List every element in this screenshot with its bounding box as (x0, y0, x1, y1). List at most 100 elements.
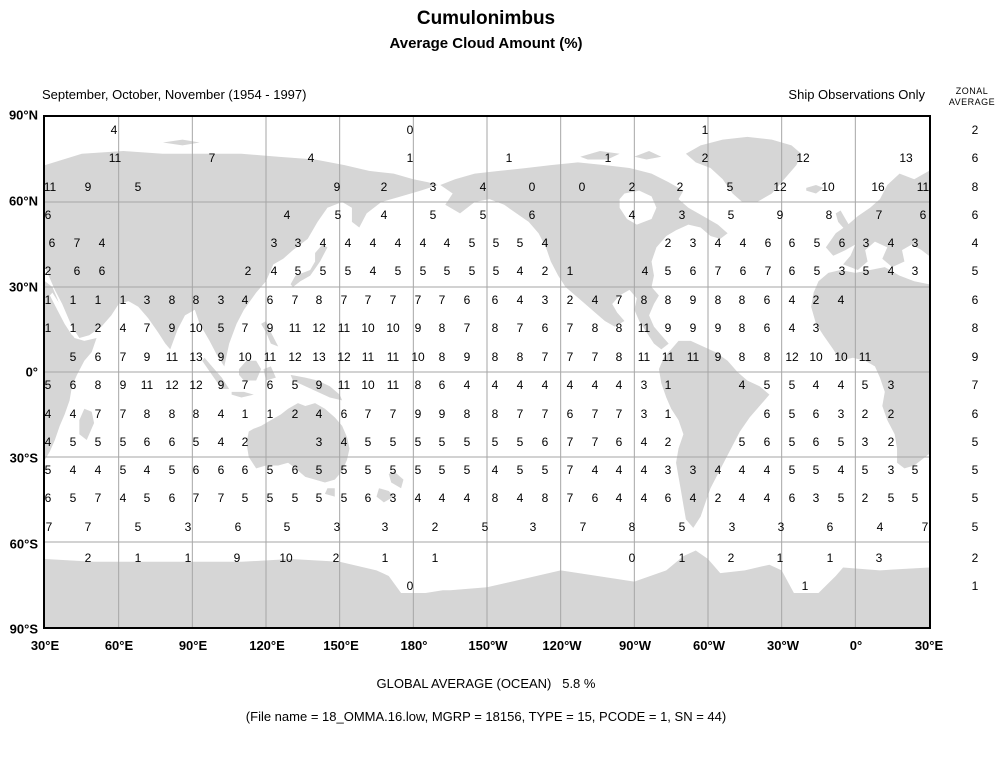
grid-value: 11 (361, 350, 375, 364)
longitude-tick-label: 90°W (619, 638, 651, 653)
grid-value: 2 (812, 293, 820, 307)
grid-value: 12 (773, 180, 787, 194)
grid-value: 8 (491, 321, 499, 335)
grid-value: 0 (528, 180, 536, 194)
grid-value: 6 (168, 491, 176, 505)
grid-value: 10 (238, 350, 252, 364)
grid-value: 4 (516, 491, 524, 505)
grid-value: 6 (491, 293, 499, 307)
grid-value: 3 (887, 463, 895, 477)
grid-value: 8 (541, 491, 549, 505)
grid-value: 9 (217, 350, 225, 364)
land-tasmania (324, 488, 335, 497)
land-australia (246, 403, 350, 483)
grid-value: 2 (727, 551, 735, 565)
zonal-average-value: 2 (971, 123, 979, 137)
grid-value: 5 (266, 463, 274, 477)
grid-value: 5 (516, 463, 524, 477)
grid-value: 11 (263, 350, 277, 364)
grid-value: 5 (283, 520, 291, 534)
latitude-tick-label: 30°N (8, 279, 38, 295)
grid-value: 2 (887, 435, 895, 449)
grid-value: 4 (738, 378, 746, 392)
grid-value: 3 (678, 208, 686, 222)
zonal-average-value: 8 (971, 180, 979, 194)
longitude-tick-label: 90°E (178, 638, 208, 653)
grid-value: 1 (94, 293, 102, 307)
grid-value: 7 (414, 293, 422, 307)
grid-value: 7 (516, 407, 524, 421)
chart-title: Cumulonimbus (416, 8, 556, 29)
grid-value: 11 (686, 350, 700, 364)
grid-value: 4 (380, 208, 388, 222)
grid-value: 5 (861, 378, 869, 392)
grid-value: 4 (615, 463, 623, 477)
grid-value: 4 (591, 463, 599, 477)
grid-value: 9 (84, 180, 92, 194)
grid-value: 4 (438, 491, 446, 505)
grid-value: 7 (615, 293, 623, 307)
grid-value: 6 (541, 435, 549, 449)
grid-value: 5 (438, 463, 446, 477)
grid-value: 13 (189, 350, 203, 364)
grid-value: 7 (389, 407, 397, 421)
grid-value: 5 (788, 463, 796, 477)
zonal-average-value: 6 (971, 151, 979, 165)
grid-value: 11 (916, 180, 930, 194)
grid-value: 4 (98, 236, 106, 250)
grid-value: 4 (319, 236, 327, 250)
grid-value: 9 (168, 321, 176, 335)
grid-value: 3 (689, 236, 697, 250)
grid-value: 4 (516, 293, 524, 307)
grid-value: 10 (279, 551, 293, 565)
longitude-tick-label: 30°W (767, 638, 799, 653)
longitude-tick-label: 60°W (693, 638, 725, 653)
grid-value: 4 (763, 491, 771, 505)
zonal-average-value: 5 (971, 435, 979, 449)
grid-value: 7 (84, 520, 92, 534)
grid-value: 7 (615, 407, 623, 421)
grid-value: 4 (315, 407, 323, 421)
grid-value: 4 (615, 491, 623, 505)
grid-value: 7 (566, 435, 574, 449)
grid-value: 9 (689, 293, 697, 307)
zonal-average-value: 5 (971, 264, 979, 278)
grid-value: 4 (283, 208, 291, 222)
grid-value: 4 (119, 321, 127, 335)
grid-value: 8 (463, 407, 471, 421)
grid-value: 8 (491, 350, 499, 364)
grid-value: 7 (94, 491, 102, 505)
grid-value: 3 (640, 407, 648, 421)
grid-value: 3 (728, 520, 736, 534)
grid-value: 5 (438, 435, 446, 449)
grid-value: 8 (664, 293, 672, 307)
zonal-average-value: 6 (971, 293, 979, 307)
grid-value: 2 (541, 264, 549, 278)
grid-value: 8 (591, 321, 599, 335)
grid-value: 8 (192, 293, 200, 307)
grid-value: 5 (788, 378, 796, 392)
land-japan (290, 244, 328, 287)
grid-value: 5 (69, 435, 77, 449)
grid-value: 6 (438, 378, 446, 392)
land-africa_right (811, 267, 929, 469)
grid-value: 6 (528, 208, 536, 222)
grid-value: 3 (381, 520, 389, 534)
grid-value: 5 (727, 208, 735, 222)
grid-value: 4 (788, 293, 796, 307)
grid-value: 4 (119, 491, 127, 505)
land-europe (825, 170, 929, 270)
grid-value: 4 (419, 236, 427, 250)
grid-value: 5 (334, 208, 342, 222)
zonal-average-value: 4 (971, 236, 979, 250)
grid-value: 4 (812, 378, 820, 392)
grid-value: 1 (701, 123, 709, 137)
grid-value: 4 (217, 407, 225, 421)
grid-value: 2 (244, 264, 252, 278)
grid-value: 6 (291, 463, 299, 477)
longitude-tick-label: 60°E (104, 638, 134, 653)
grid-value: 11 (386, 350, 400, 364)
grid-value: 10 (809, 350, 823, 364)
grid-value: 5 (911, 491, 919, 505)
grid-value: 4 (541, 378, 549, 392)
